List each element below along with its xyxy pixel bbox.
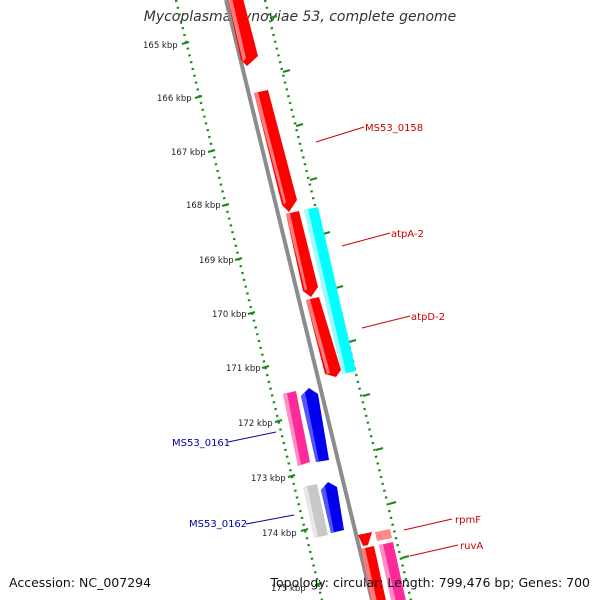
tick-labels: 165 kbp 166 kbp 167 kbp 168 kbp 169 kbp …: [143, 41, 306, 594]
tick-label-172: 172 kbp: [238, 419, 273, 429]
tick-label-171: 171 kbp: [226, 364, 261, 374]
leader-lines: [227, 126, 459, 557]
label-ruvA: ruvA: [460, 541, 483, 552]
genes: [228, 0, 406, 600]
tick-label-166: 166 kbp: [157, 94, 192, 104]
label-ms53-0158: MS53_0158: [365, 123, 423, 134]
inner-ruler: [174, 0, 324, 600]
tick-label-167: 167 kbp: [171, 148, 206, 158]
map-title: Mycoplasma synoviae 53, complete genome: [143, 9, 457, 25]
gene-rpmF: [358, 532, 372, 546]
gene-ms53-0162-blue: [321, 482, 344, 533]
label-rpmF: rpmF: [455, 515, 481, 526]
genome-backbone: [224, 0, 374, 600]
tick-label-173: 173 kbp: [251, 474, 286, 484]
accession-text: Accession: NC_007294: [9, 575, 152, 590]
label-ms53-0161: MS53_0161: [172, 438, 230, 449]
tick-label-165: 165 kbp: [143, 41, 178, 51]
inner-ticks: [181, 41, 323, 586]
label-ms53-0162: MS53_0162: [189, 519, 247, 530]
tick-label-175: 175 kbp: [271, 584, 306, 594]
tick-label-168: 168 kbp: [186, 201, 221, 211]
genome-summary-text: Topology: circular; Length: 799,476 bp; …: [270, 575, 591, 590]
gene-ms53-0161-blue: [301, 388, 329, 462]
outer-ticks: [269, 15, 410, 559]
label-atpD-2: atpD-2: [411, 312, 445, 323]
tick-label-174: 174 kbp: [262, 529, 297, 539]
tick-label-169: 169 kbp: [199, 256, 234, 266]
gene-labels: MS53_0158 atpA-2 atpD-2 MS53_0161 MS53_0…: [172, 123, 483, 552]
tick-label-170: 170 kbp: [212, 310, 247, 320]
label-atpA-2: atpA-2: [391, 229, 424, 240]
gene-light-red: [375, 529, 392, 541]
